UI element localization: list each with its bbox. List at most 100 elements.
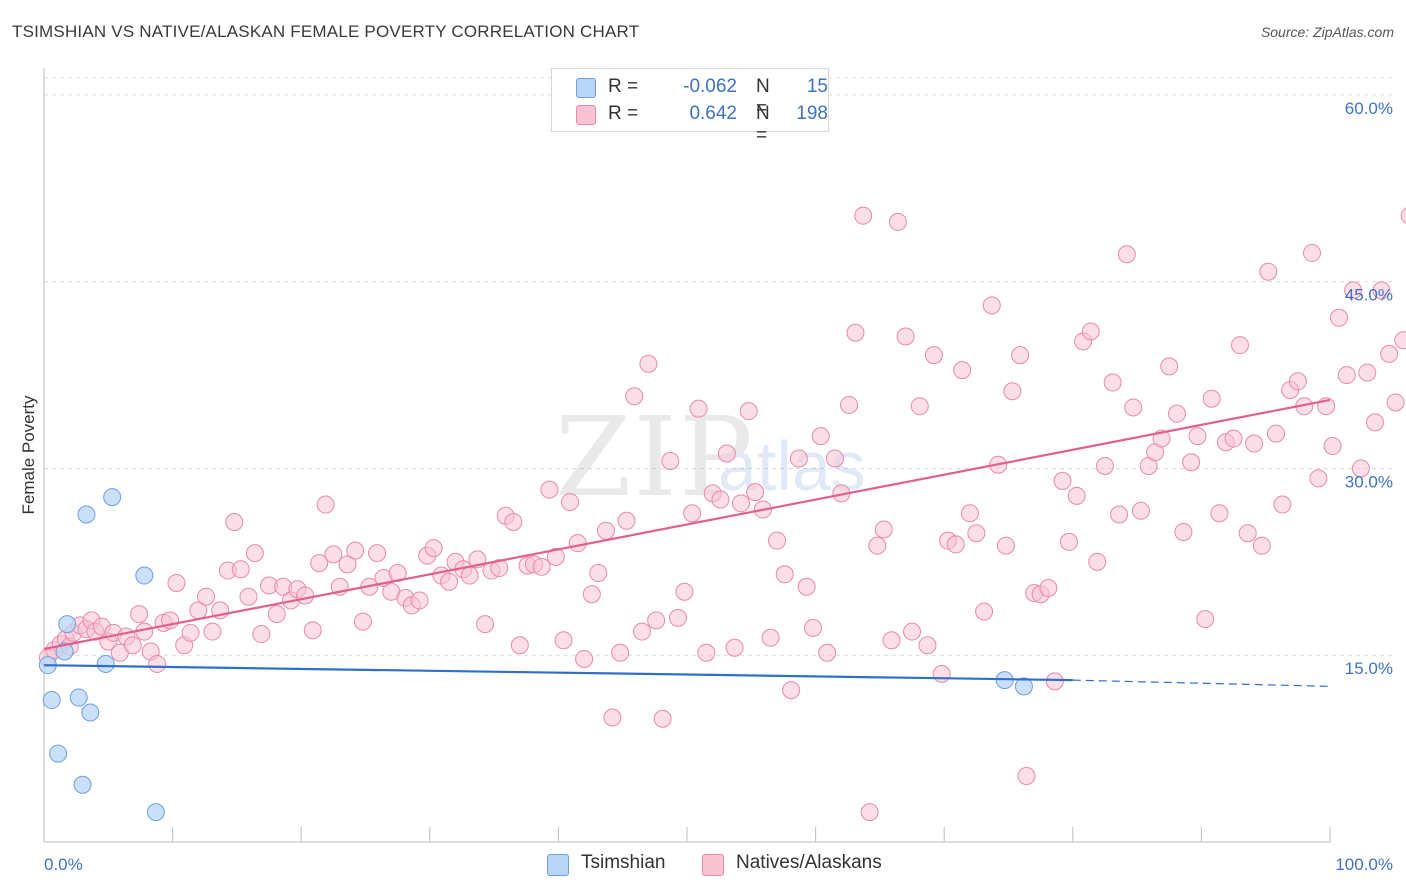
- natives-point: [1124, 398, 1143, 417]
- natives-point: [582, 585, 601, 604]
- natives-point: [540, 480, 559, 499]
- natives-point: [1351, 459, 1370, 478]
- natives-point: [1088, 552, 1107, 571]
- natives-point: [460, 566, 479, 585]
- tsimshian-point: [49, 744, 68, 763]
- natives-point: [1330, 308, 1349, 327]
- natives-point: [1167, 404, 1186, 423]
- tsimshian-point: [77, 505, 96, 524]
- legend-n-label: N =: [756, 76, 770, 119]
- natives-point: [310, 554, 329, 573]
- natives-point: [924, 346, 943, 365]
- natives-point: [768, 531, 787, 550]
- legend-r-value: -0.062: [683, 76, 737, 97]
- natives-point: [346, 541, 365, 560]
- bottom-legend-label-tsimshian: Tsimshian: [581, 852, 666, 873]
- natives-point: [967, 524, 986, 543]
- natives-point: [267, 605, 286, 624]
- natives-point: [1160, 357, 1179, 376]
- axes: [43, 68, 1331, 843]
- natives-point: [697, 643, 716, 662]
- natives-point: [575, 649, 594, 668]
- natives-point: [1400, 207, 1406, 224]
- tsimshian-point: [55, 642, 74, 661]
- natives-point: [1110, 505, 1129, 524]
- tsimshian-point: [96, 654, 115, 673]
- natives-point: [739, 402, 758, 421]
- natives-point: [918, 636, 937, 655]
- natives-point: [1045, 672, 1064, 691]
- bottom-legend-label-natives: Natives/Alaskans: [736, 852, 882, 873]
- natives-point: [504, 512, 523, 531]
- natives-point: [825, 449, 844, 468]
- natives-point: [1288, 372, 1307, 391]
- natives-point: [868, 536, 887, 555]
- legend-r-label: R =: [608, 103, 639, 124]
- natives-point: [1017, 767, 1036, 786]
- natives-point: [368, 544, 387, 563]
- natives-point: [732, 494, 751, 513]
- natives-point: [1095, 456, 1114, 475]
- y-tick-label: 60.0%: [1345, 99, 1393, 118]
- natives-point: [782, 681, 801, 700]
- natives-point: [245, 544, 264, 563]
- natives-point: [239, 587, 258, 606]
- natives-point: [181, 623, 200, 642]
- natives-point: [410, 591, 429, 610]
- natives-point: [1059, 532, 1078, 551]
- bottom-legend-swatch-tsimshian: [547, 854, 569, 876]
- natives-point: [975, 602, 994, 621]
- natives-point: [167, 574, 186, 593]
- tsimshian-point: [42, 691, 61, 710]
- tsimshian-point: [146, 803, 165, 822]
- natives-point: [1117, 245, 1136, 264]
- natives-point: [1202, 389, 1221, 408]
- natives-point: [1053, 471, 1072, 490]
- trend-lines: [43, 398, 1331, 687]
- natives-point: [1302, 244, 1321, 263]
- natives-point: [611, 643, 630, 662]
- natives-point: [725, 638, 744, 657]
- natives-point: [1358, 363, 1377, 382]
- tsimshian-trend-line: [43, 664, 1073, 682]
- natives-point: [338, 555, 357, 574]
- natives-point: [1039, 578, 1058, 597]
- natives-point: [1266, 424, 1285, 443]
- natives-point: [1230, 336, 1249, 355]
- natives-point: [1394, 331, 1406, 350]
- natives-point: [910, 397, 929, 416]
- natives-point: [296, 586, 315, 605]
- natives-point: [761, 628, 780, 647]
- natives-point: [1273, 495, 1292, 514]
- natives-point: [625, 387, 644, 406]
- natives-point: [896, 327, 915, 346]
- legend-swatch-natives: [576, 105, 596, 125]
- legend-n-value: 198: [796, 103, 828, 124]
- natives-point: [888, 212, 907, 231]
- natives-point: [1224, 429, 1243, 448]
- y-tick-label: 15.0%: [1345, 659, 1393, 678]
- natives-point: [1196, 610, 1215, 629]
- natives-point: [1003, 382, 1022, 401]
- natives-point: [603, 708, 622, 727]
- natives-point: [1259, 262, 1278, 281]
- chart-title: TSIMSHIAN VS NATIVE/ALASKAN FEMALE POVER…: [12, 22, 640, 41]
- natives-point: [1245, 434, 1264, 453]
- correlation-legend: R = -0.062 N = 15 R = 0.642 N = 198: [551, 68, 829, 146]
- natives-point: [324, 545, 343, 564]
- natives-point: [1182, 453, 1201, 472]
- tsimshian-point: [81, 703, 100, 722]
- natives-point: [946, 535, 965, 554]
- natives-point: [1174, 522, 1193, 541]
- natives-point: [775, 565, 794, 584]
- natives-point: [675, 582, 694, 601]
- tsimshian-point: [58, 615, 77, 634]
- y-tick-label: 30.0%: [1345, 472, 1393, 491]
- natives-point: [882, 631, 901, 650]
- natives-point: [811, 427, 830, 446]
- tsimshian-points: [38, 488, 1033, 822]
- natives-point: [148, 654, 167, 673]
- natives-point: [996, 536, 1015, 555]
- natives-point: [1252, 536, 1271, 555]
- natives-point: [1188, 427, 1207, 446]
